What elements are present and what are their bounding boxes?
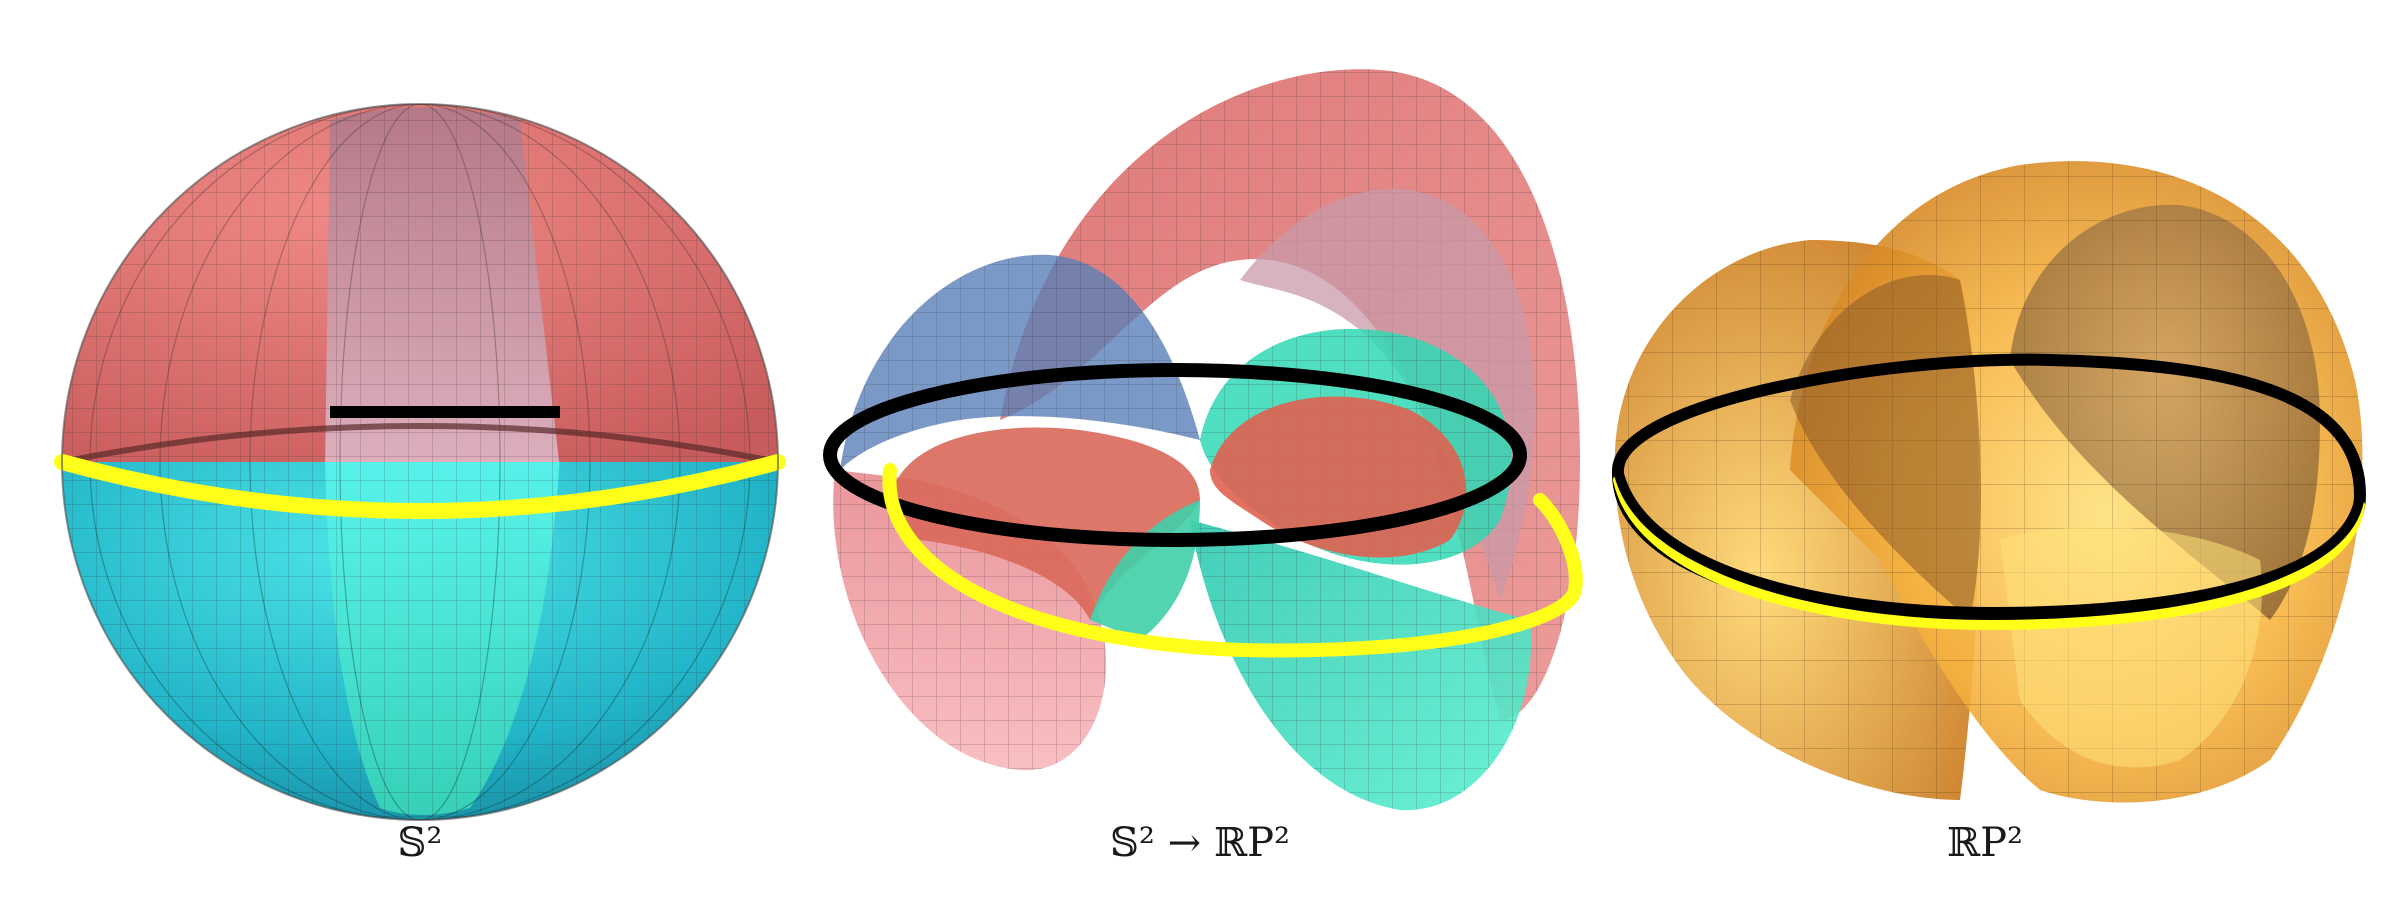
red-lobe-inner xyxy=(1240,188,1535,600)
sphere-panel xyxy=(54,103,786,821)
black-loop xyxy=(823,363,1527,547)
rp2-yellow-loop xyxy=(1613,475,2365,631)
yellow-loop xyxy=(882,463,1583,658)
map-panel xyxy=(823,69,1583,811)
equator-front xyxy=(54,454,786,519)
caption-rp2: ℝP² xyxy=(1946,820,2024,866)
caption-sphere: 𝕊² xyxy=(397,820,443,866)
caption-map: 𝕊² → ℝP² xyxy=(1109,820,1291,866)
lower-glow xyxy=(2000,526,2262,768)
rp2-panel xyxy=(1611,161,2367,803)
equator-back xyxy=(61,423,779,465)
sphere-outline xyxy=(61,103,779,821)
